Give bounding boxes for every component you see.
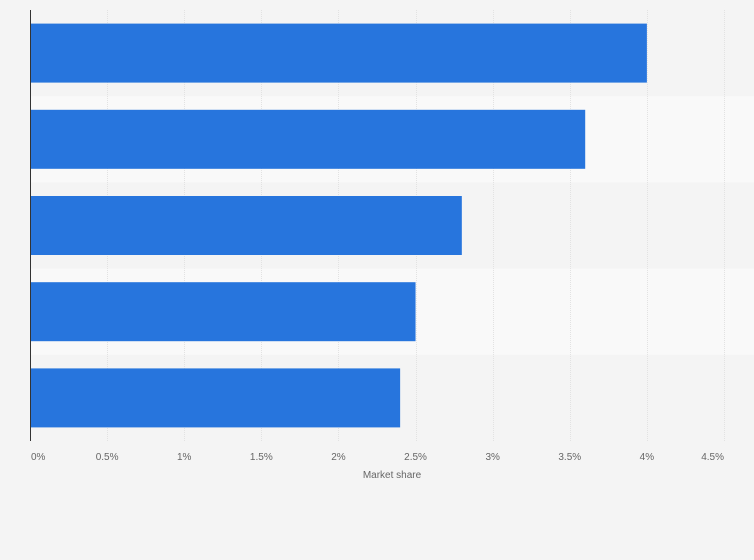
x-tick-label: 2.5% <box>404 452 427 463</box>
x-tick-label: 1.5% <box>250 452 273 463</box>
x-tick-label: 3% <box>485 452 500 463</box>
x-tick-label: 1% <box>177 452 192 463</box>
x-tick-label: 2% <box>331 452 346 463</box>
x-tick-label: 0.5% <box>96 452 119 463</box>
bar <box>30 23 647 83</box>
x-tick-label: 4% <box>640 452 655 463</box>
bar <box>30 368 401 428</box>
bars <box>30 23 647 428</box>
x-tick-label: 0% <box>31 452 46 463</box>
bar <box>30 282 416 342</box>
bar <box>30 109 586 169</box>
x-tick-label: 4.5% <box>701 452 724 463</box>
x-tick-labels: 0% 0.5% 1% 1.5% 2% 2.5% 3% 3.5% 4% 4.5% <box>31 452 724 463</box>
bar <box>30 196 462 255</box>
x-tick-label: 3.5% <box>558 452 581 463</box>
x-axis-title: Market share <box>363 470 422 481</box>
